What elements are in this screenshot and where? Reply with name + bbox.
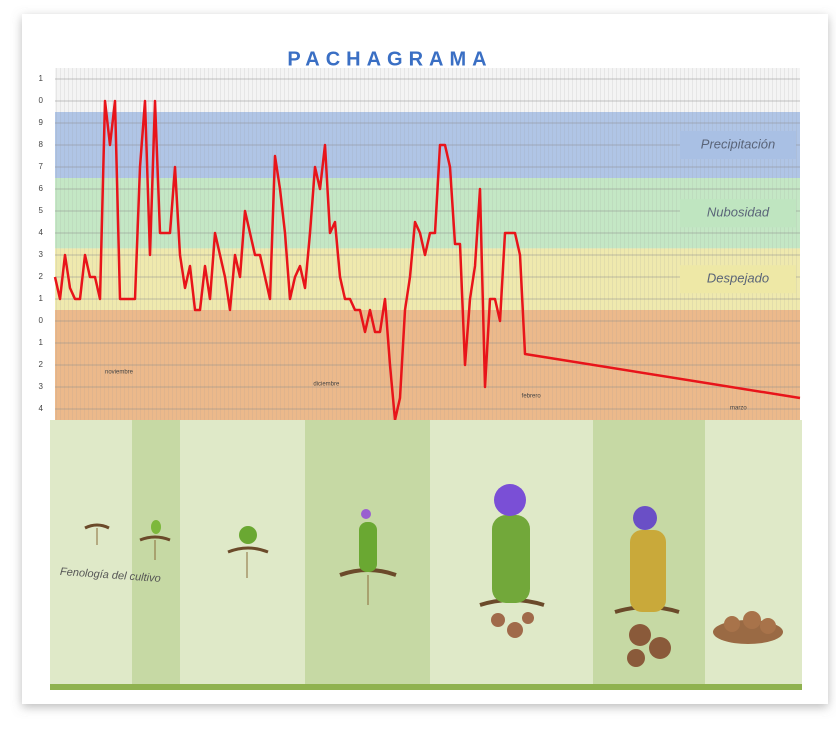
y-tick-label: 1 [39, 74, 44, 83]
panel-ground [50, 684, 802, 690]
y-tick-label: 2 [39, 272, 44, 281]
y-tick-label: 8 [39, 140, 44, 149]
y-tick-label: 2 [39, 360, 44, 369]
month-label: noviembre [105, 370, 134, 376]
y-tick-label: 0 [39, 96, 44, 105]
month-label: marzo [730, 406, 747, 412]
y-tick-label: 3 [39, 250, 44, 259]
phenology-panel: Fenología del cultivo [50, 420, 802, 690]
y-tick-label: 4 [39, 404, 44, 413]
y-tick-label: 6 [39, 184, 44, 193]
y-tick-label: 1 [39, 338, 44, 347]
y-tick-label: 7 [39, 162, 44, 171]
month-label: febrero [522, 394, 542, 400]
y-tick-label: 5 [39, 206, 44, 215]
y-tick-label: 3 [39, 382, 44, 391]
y-tick-label: 4 [39, 228, 44, 237]
band-label: Precipitación [701, 136, 775, 151]
plot-area: 1098765432101234PrecipitaciónNubosidadDe… [39, 68, 800, 474]
y-tick-label: 9 [39, 118, 44, 127]
band-label: Despejado [707, 271, 769, 286]
month-label: diciembre [313, 382, 340, 388]
page: PACHAGRAMA 1098765432101234Precipitación… [0, 0, 836, 741]
panel-column [132, 420, 180, 690]
y-tick-label: 1 [39, 294, 44, 303]
y-tick-label: 0 [39, 316, 44, 325]
chart-title: PACHAGRAMA [287, 48, 492, 70]
band-label: Nubosidad [707, 205, 770, 220]
